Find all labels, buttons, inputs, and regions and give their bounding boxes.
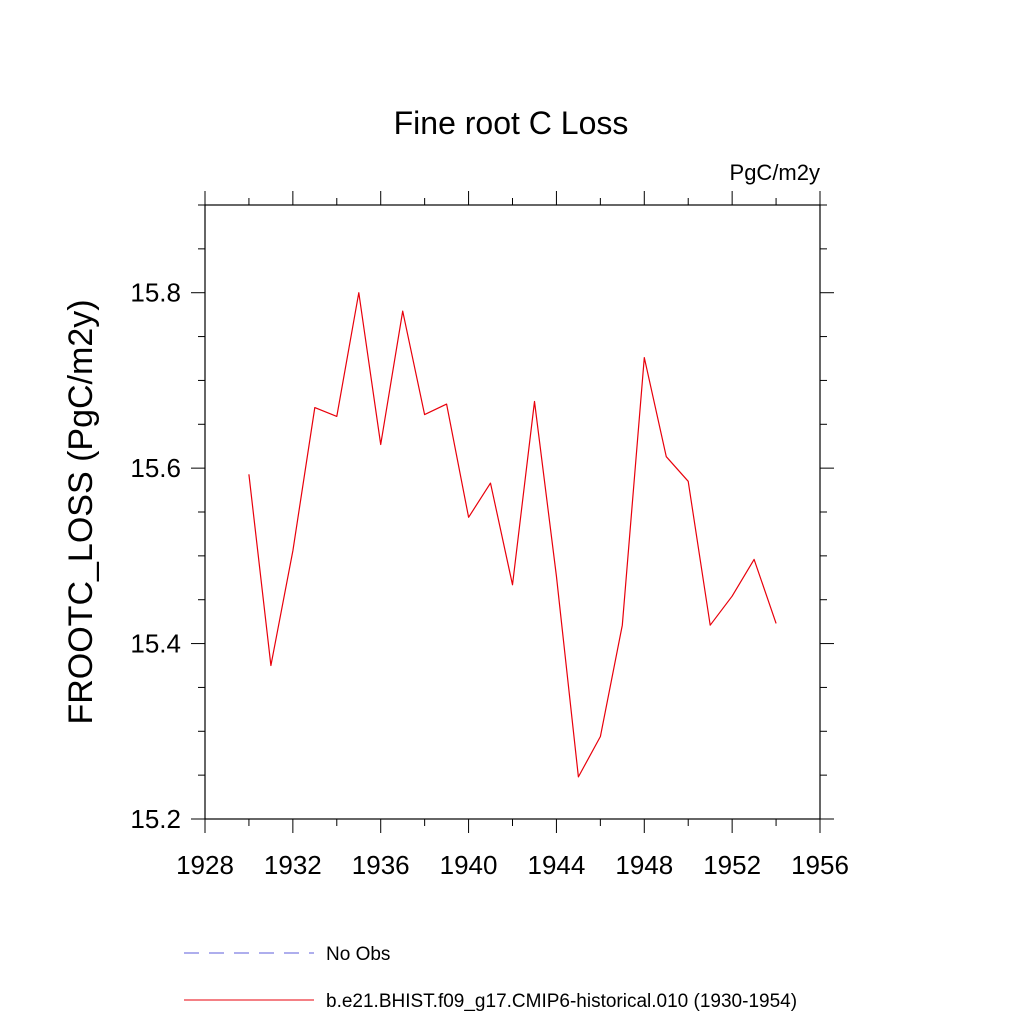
x-tick-label: 1940	[440, 850, 498, 880]
units-label: PgC/m2y	[730, 160, 820, 185]
y-tick-label: 15.4	[130, 629, 181, 659]
series-layer	[248, 292, 777, 778]
x-tick-label: 1944	[528, 850, 586, 880]
legend-label: No Obs	[326, 944, 390, 965]
x-tick-label: 1932	[264, 850, 322, 880]
plot-frame	[204, 204, 821, 820]
x-tick-label: 1948	[615, 850, 673, 880]
y-tick-label: 15.6	[130, 453, 181, 483]
x-tick-label: 1956	[791, 850, 849, 880]
y-tick-label: 15.2	[130, 804, 181, 834]
x-tick-label: 1936	[352, 850, 410, 880]
axes: 1928 1932 1936 1940 1944 1948 1952 1956 15.2 15.4…	[130, 191, 849, 880]
legend: No Obs b.e21.BHIST.f09_g17.CMIP6-historic…	[184, 944, 797, 1012]
chart-title: Fine root C Loss	[394, 105, 629, 141]
y-tick-label: 15.8	[130, 278, 181, 308]
series-line	[248, 292, 777, 778]
legend-label: b.e21.BHIST.f09_g17.CMIP6-historical.010…	[326, 991, 797, 1012]
x-tick-label: 1952	[703, 850, 761, 880]
x-tick-label: 1928	[176, 850, 234, 880]
y-axis-label: FROOTC_LOSS (PgC/m2y)	[62, 299, 100, 724]
